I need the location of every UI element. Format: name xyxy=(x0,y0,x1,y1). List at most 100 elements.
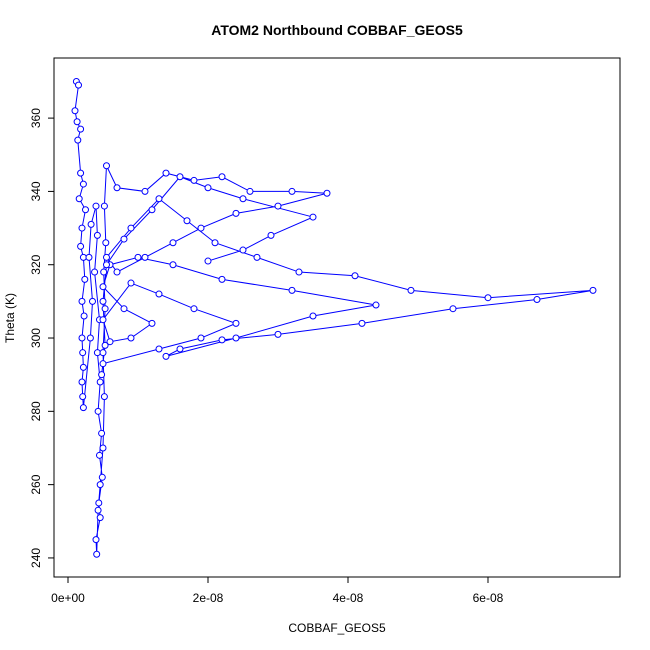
data-point xyxy=(113,184,121,192)
data-point xyxy=(127,279,135,287)
y-tick-label: 260 xyxy=(29,474,43,494)
data-point xyxy=(113,268,121,276)
data-point xyxy=(309,312,317,320)
data-point xyxy=(78,378,86,386)
data-point xyxy=(101,305,109,313)
data-point xyxy=(204,257,212,265)
x-tick-label: 0e+00 xyxy=(51,591,85,605)
data-point xyxy=(190,305,198,313)
data-point xyxy=(78,334,86,342)
data-point xyxy=(77,242,85,250)
data-point xyxy=(484,294,492,302)
data-point xyxy=(239,195,247,203)
data-point xyxy=(95,499,103,507)
data-point xyxy=(155,345,163,353)
data-point xyxy=(589,286,597,294)
data-point xyxy=(99,297,107,305)
data-point xyxy=(79,363,87,371)
data-point xyxy=(218,275,226,283)
data-point xyxy=(169,261,177,269)
data-point xyxy=(407,286,415,294)
data-point xyxy=(100,202,108,210)
data-point xyxy=(77,125,85,133)
data-point xyxy=(102,162,110,170)
data-point xyxy=(232,319,240,327)
data-point xyxy=(71,107,79,115)
data-point xyxy=(100,393,108,401)
data-point xyxy=(93,231,101,239)
data-point xyxy=(372,301,380,309)
data-point xyxy=(100,268,108,276)
data-point xyxy=(274,330,282,338)
data-point xyxy=(74,136,82,144)
data-point xyxy=(253,253,261,261)
data-point xyxy=(204,184,212,192)
data-point xyxy=(533,296,541,304)
y-tick-label: 280 xyxy=(29,401,43,421)
data-point xyxy=(176,345,184,353)
data-point xyxy=(183,217,191,225)
data-point xyxy=(96,514,104,522)
data-point xyxy=(120,235,128,243)
data-point xyxy=(239,246,247,254)
data-point xyxy=(94,407,102,415)
data-point xyxy=(94,506,102,514)
data-point xyxy=(155,290,163,298)
data-point xyxy=(91,268,99,276)
data-point xyxy=(87,220,95,228)
data-point xyxy=(99,283,107,291)
data-point xyxy=(75,195,83,203)
data-point xyxy=(102,239,110,247)
x-axis-label: COBBAF_GEOS5 xyxy=(288,621,386,635)
data-point xyxy=(246,187,254,195)
data-point xyxy=(101,341,109,349)
data-point xyxy=(120,305,128,313)
data-point xyxy=(99,360,107,368)
data-point xyxy=(155,195,163,203)
data-point xyxy=(106,338,114,346)
data-point xyxy=(218,336,226,344)
data-point xyxy=(141,187,149,195)
data-point xyxy=(232,334,240,342)
data-point xyxy=(88,297,96,305)
data-point xyxy=(99,316,107,324)
data-point xyxy=(79,349,87,357)
data-point xyxy=(92,202,100,210)
data-point xyxy=(96,378,104,386)
x-tick-label: 4e-08 xyxy=(333,591,364,605)
data-point xyxy=(77,169,85,177)
data-point xyxy=(81,275,89,283)
data-point xyxy=(80,312,88,320)
data-point xyxy=(99,349,107,357)
data-point xyxy=(78,297,86,305)
data-point xyxy=(323,189,331,197)
chart-title: ATOM2 Northbound COBBAF_GEOS5 xyxy=(211,22,463,38)
data-point xyxy=(141,253,149,261)
data-point xyxy=(197,334,205,342)
data-point xyxy=(86,334,94,342)
data-point xyxy=(288,286,296,294)
data-point xyxy=(148,319,156,327)
data-point xyxy=(85,253,93,261)
data-point xyxy=(232,209,240,217)
data-point xyxy=(197,224,205,232)
data-point xyxy=(99,444,107,452)
data-point xyxy=(449,305,457,313)
y-tick-label: 320 xyxy=(29,254,43,274)
data-point xyxy=(79,404,87,412)
data-point xyxy=(190,176,198,184)
y-tick-label: 340 xyxy=(29,181,43,201)
data-point xyxy=(148,206,156,214)
data-point xyxy=(96,481,104,489)
x-tick-label: 6e-08 xyxy=(473,591,504,605)
data-point xyxy=(102,253,110,261)
y-tick-label: 300 xyxy=(29,328,43,348)
data-point xyxy=(162,169,170,177)
data-point xyxy=(358,319,366,327)
data-point xyxy=(78,224,86,232)
data-point xyxy=(351,272,359,280)
data-point xyxy=(73,118,81,126)
data-point xyxy=(98,371,106,379)
